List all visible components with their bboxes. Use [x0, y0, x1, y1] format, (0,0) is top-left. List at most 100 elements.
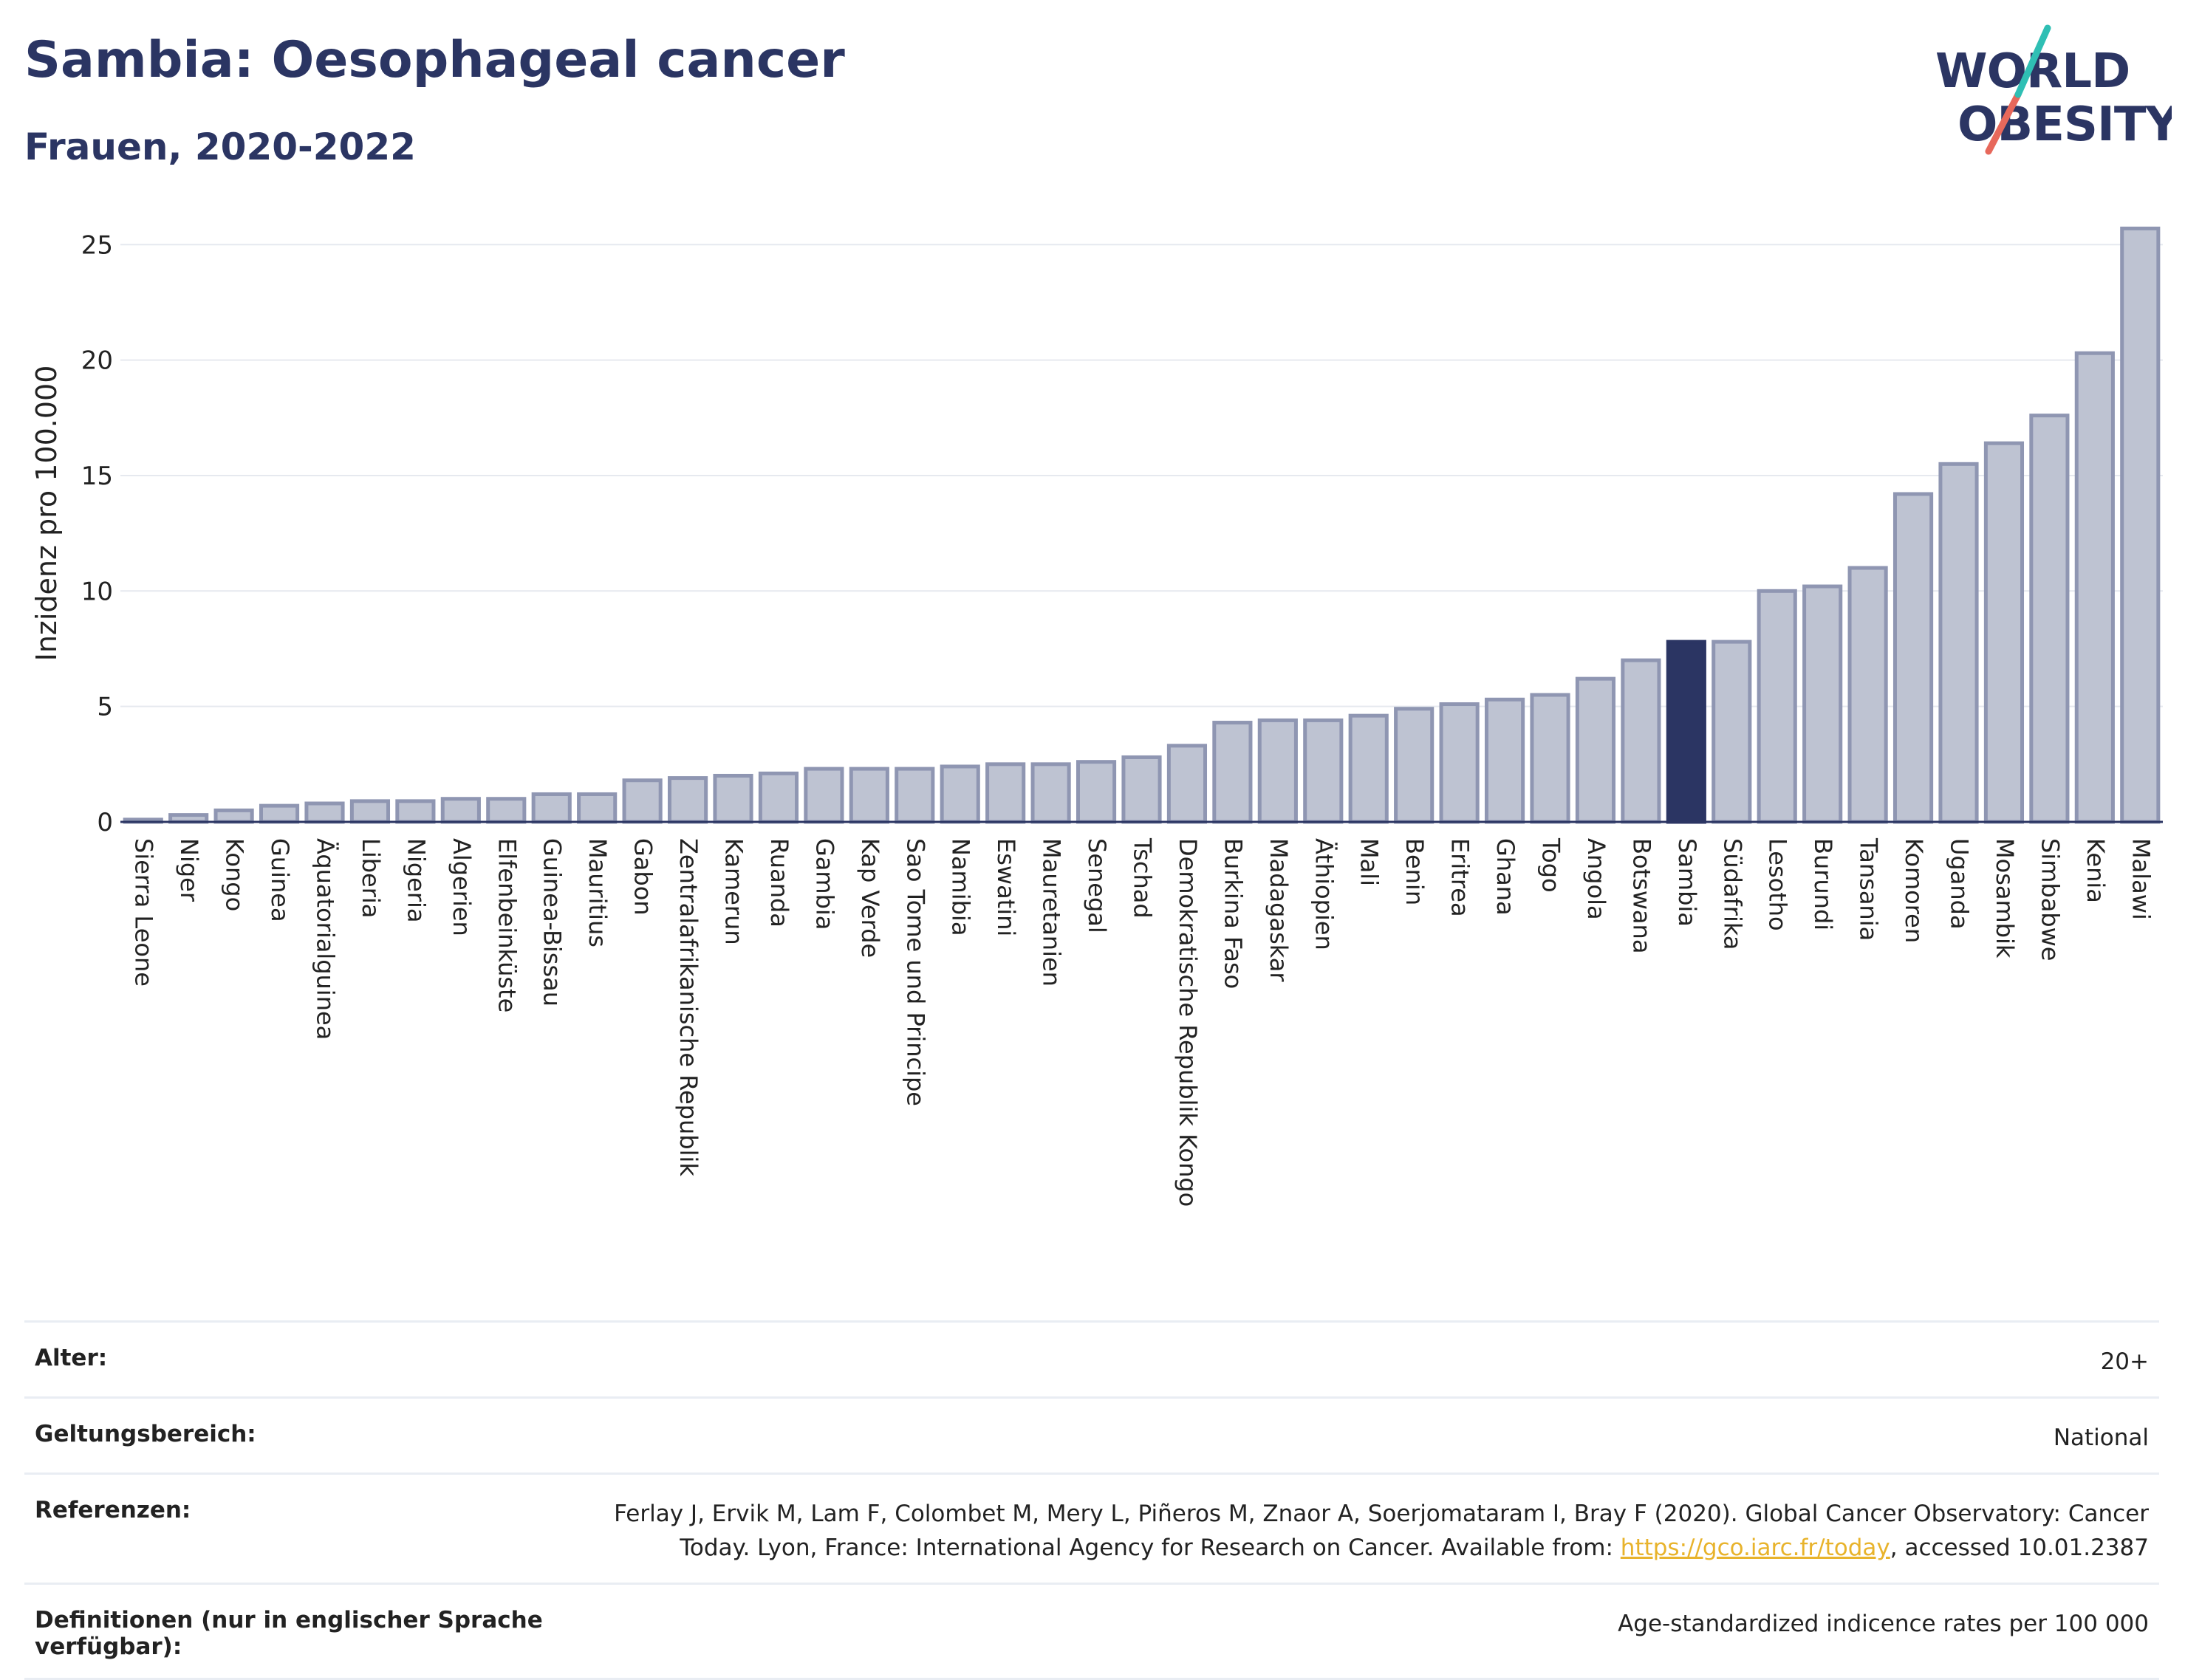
page-subtitle: Frauen, 2020-2022	[24, 126, 416, 168]
x-tick-label: Äquatorialguinea	[312, 838, 340, 1040]
meta-value-definitions: Age-standardized indicence rates per 100…	[1618, 1611, 2149, 1637]
bar[interactable]	[1621, 658, 1661, 824]
bar[interactable]	[985, 762, 1026, 824]
meta-value-age: 20+	[2100, 1348, 2149, 1375]
bar[interactable]	[1439, 702, 1480, 824]
x-tick-label: Ruanda	[765, 838, 793, 928]
y-tick-label: 10	[81, 577, 113, 606]
y-tick-label: 5	[97, 693, 113, 722]
bar[interactable]	[713, 773, 753, 824]
bar[interactable]	[213, 808, 254, 824]
bar-chart: 0 5 10 15 20 25 Sierra Leone Niger Kongo Guinea Ä…	[30, 226, 2163, 1207]
bar[interactable]	[1030, 762, 1071, 824]
meta-row-scope: Geltungsbereich: National	[24, 1396, 2159, 1472]
bar[interactable]	[1303, 718, 1344, 824]
x-tick-label: Kamerun	[720, 838, 748, 945]
x-tick-label: Guinea-Bissau	[538, 838, 567, 1007]
meta-row-age: Alter: 20+	[24, 1320, 2159, 1396]
bar[interactable]	[349, 799, 391, 824]
y-tick-label: 0	[97, 808, 113, 837]
bar[interactable]	[577, 792, 618, 824]
bar[interactable]	[895, 767, 935, 824]
bar[interactable]	[304, 801, 345, 824]
x-tick-label: Botswana	[1627, 838, 1655, 953]
x-tick-label: Uganda	[1946, 838, 1974, 930]
y-axis-label: Inzidenz pro 100.000	[30, 366, 63, 662]
bar[interactable]	[1575, 676, 1616, 824]
bar[interactable]	[2120, 226, 2161, 824]
bar[interactable]	[2074, 351, 2115, 824]
x-tick-label: Togo	[1537, 837, 1565, 893]
metadata-table: Alter: 20+ Geltungsbereich: National Ref…	[24, 1320, 2159, 1680]
x-tick-label: Elfenbeinküste	[493, 838, 521, 1012]
bar[interactable]	[849, 767, 889, 824]
reference-link[interactable]: https://gco.iarc.fr/today	[1620, 1535, 1890, 1561]
bar[interactable]	[1394, 707, 1435, 824]
bar[interactable]	[1938, 462, 1979, 824]
bar[interactable]	[940, 764, 980, 824]
bar[interactable]	[1712, 640, 1752, 824]
bar[interactable]	[1166, 744, 1208, 824]
x-tick-label: Demokratische Republik Kongo	[1174, 838, 1202, 1207]
meta-value-scope: National	[2053, 1424, 2149, 1451]
bar[interactable]	[1076, 760, 1117, 824]
x-tick-label: Niger	[175, 838, 203, 902]
x-tick-label: Malawi	[2127, 838, 2155, 920]
meta-row-definitions: Definitionen (nur in englischer Sprache …	[24, 1583, 2159, 1680]
bar[interactable]	[1212, 721, 1253, 824]
x-tick-label: Simbabwe	[2036, 838, 2064, 961]
y-tick-label: 20	[81, 346, 113, 376]
x-tick-label: Sambia	[1673, 838, 1701, 927]
world-obesity-logo: WORLD OBESITY	[1935, 24, 2172, 155]
meta-row-references: Referenzen: Ferlay J, Ervik M, Lam F, Co…	[24, 1472, 2159, 1583]
x-tick-label: Gabon	[629, 838, 657, 916]
x-tick-label: Benin	[1401, 838, 1429, 905]
x-tick-label: Burkina Faso	[1219, 838, 1247, 989]
bar[interactable]	[1757, 589, 1797, 824]
x-tick-label: Kongo	[221, 838, 249, 911]
x-tick-label: Liberia	[357, 838, 385, 918]
bar[interactable]	[1983, 441, 2025, 824]
x-tick-label: Mauretanien	[1038, 838, 1066, 987]
x-tick-label: Zentralafrikanische Republik	[674, 838, 702, 1176]
bar[interactable]	[486, 797, 527, 824]
bar[interactable]	[259, 803, 300, 824]
bar[interactable]	[395, 799, 436, 824]
meta-label-scope: Geltungsbereich:	[35, 1421, 256, 1447]
reference-text: Ferlay J, Ervik M, Lam F, Colombet M, Me…	[614, 1501, 2149, 1561]
bar[interactable]	[1121, 755, 1162, 824]
x-tick-label: Äthiopien	[1310, 838, 1338, 950]
x-tick-label: Guinea	[266, 838, 294, 922]
x-tick-label: Mauritius	[584, 838, 612, 947]
bar[interactable]	[1892, 492, 1934, 824]
y-tick-label: 15	[81, 462, 113, 491]
x-tick-label: Kenia	[2082, 838, 2110, 903]
x-tick-label: Eritrea	[1446, 838, 1474, 917]
reference-accessed: , accessed 10.01.2387	[1890, 1535, 2149, 1561]
x-tick-label: Algerien	[448, 838, 476, 936]
x-tick-label: Namibia	[947, 838, 975, 936]
bar[interactable]	[1666, 640, 1706, 824]
x-tick-label: Angola	[1582, 838, 1610, 920]
bar[interactable]	[1847, 566, 1888, 824]
x-tick-label: Sierra Leone	[130, 838, 158, 987]
bar[interactable]	[1802, 584, 1843, 824]
bar[interactable]	[440, 797, 481, 824]
bar[interactable]	[1257, 718, 1298, 824]
bar[interactable]	[622, 778, 663, 824]
bar[interactable]	[2029, 414, 2070, 824]
bar[interactable]	[667, 776, 708, 824]
x-tick-label: Tschad	[1129, 837, 1157, 919]
bar[interactable]	[1530, 693, 1570, 824]
meta-label-references: Referenzen:	[35, 1497, 191, 1523]
x-tick-label: Senegal	[1083, 838, 1111, 933]
x-tick-label: Ghana	[1491, 838, 1519, 916]
bar[interactable]	[1348, 713, 1389, 824]
bar[interactable]	[1484, 697, 1525, 824]
bar[interactable]	[758, 771, 799, 824]
x-tick-label: Burundi	[1809, 838, 1837, 930]
x-tick-label: Komoren	[1900, 838, 1928, 943]
bar[interactable]	[804, 767, 844, 824]
bar[interactable]	[531, 792, 572, 824]
x-tick-label: Lesotho	[1764, 838, 1792, 931]
